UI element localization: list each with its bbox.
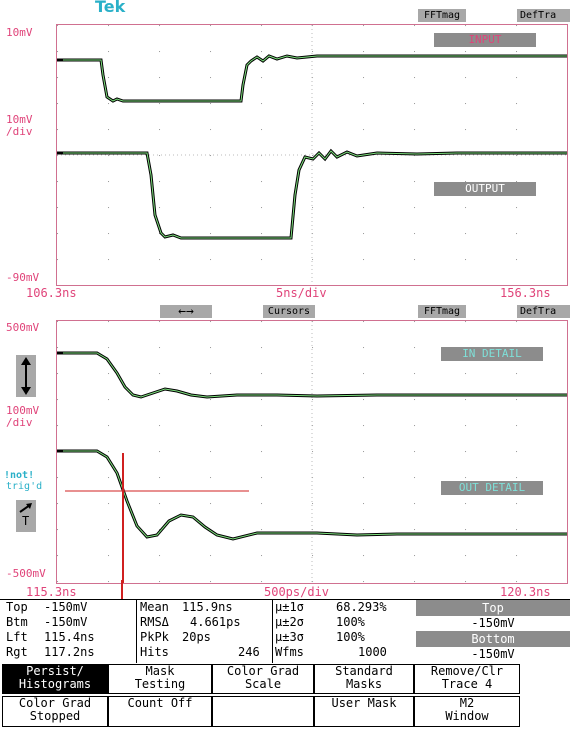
meas-rgt-key: Rgt (6, 645, 28, 659)
top-y-scale-label: 10mV (6, 113, 33, 126)
standard-masks-button[interactable]: Standard Masks (314, 664, 414, 694)
top-x-scale-label: 5ns/div (276, 286, 327, 300)
meas-wfms-key: Wfms (275, 645, 304, 659)
meas-top-val: -150mV (44, 600, 88, 614)
meas-hits-key: Hits (140, 645, 169, 659)
oscilloscope-display: Tek FFTmag DefTra 10mV 10mV /div -90mV (4, 0, 570, 600)
bottom-graticule (56, 320, 568, 584)
def-tra-label-bottom[interactable]: DefTra (517, 305, 570, 318)
meas-lft-key: Lft (6, 630, 28, 644)
user-mask-button[interactable]: User Mask (314, 696, 414, 727)
bottom-value: -150mV (416, 647, 570, 662)
top-value-header[interactable]: Top (416, 600, 570, 616)
bottom-y-scale-unit: /div (6, 416, 33, 429)
top-y-min-label: -90mV (6, 271, 40, 284)
top-waveform-plot (57, 25, 567, 285)
meas-rgt-val: 117.2ns (44, 645, 95, 659)
color-grad-stopped-button[interactable]: Color Grad Stopped (2, 696, 108, 727)
top-x-left-label: 106.3ns (26, 286, 77, 300)
fft-mag-label-top[interactable]: FFTmag (418, 9, 466, 22)
bottom-x-scale-label: 500ps/div (264, 585, 330, 599)
meas-lft-val: 115.4ns (44, 630, 95, 644)
top-graticule (56, 24, 568, 286)
def-tra-label-top[interactable]: DefTra (517, 9, 570, 22)
measurement-panel: Top -150mV Btm -150mV Lft 115.4ns Rgt 11… (0, 599, 570, 729)
top-y-max-label: 10mV (6, 26, 33, 39)
bottom-value-header[interactable]: Bottom (416, 631, 570, 647)
trigger-status-1: !not! (4, 470, 35, 481)
bottom-waveform-plot (57, 321, 567, 583)
top-y-scale-unit: /div (6, 125, 33, 138)
persist-histograms-button[interactable]: Persist/Histograms (2, 664, 108, 694)
meas-mean-key: Mean (140, 600, 169, 614)
bottom-y-min-label: -500mV (6, 567, 46, 580)
horizontal-cursor-arrows[interactable]: ←→ (160, 305, 212, 318)
meas-sigma2-key: μ±2σ (275, 615, 304, 629)
meas-sigma3-key: μ±3σ (275, 630, 304, 644)
m2-window-button[interactable]: M2 Window (414, 696, 520, 727)
brand-logo: Tek (95, 0, 126, 16)
cursors-label[interactable]: Cursors (263, 305, 315, 318)
bottom-x-right-label: 120.3ns (500, 585, 551, 599)
meas-pkpk-key: PkPk (140, 630, 169, 644)
meas-mean-val: 115.9ns (182, 600, 233, 614)
meas-sigma1-key: μ±1σ (275, 600, 304, 614)
trigger-status-2: trig'd (6, 481, 43, 492)
count-off-button[interactable]: Count Off (108, 696, 212, 727)
meas-sigma2-val: 100% (336, 615, 365, 629)
meas-btm-key: Btm (6, 615, 28, 629)
mask-testing-button[interactable]: Mask Testing (108, 664, 212, 694)
top-value: -150mV (416, 616, 570, 631)
red-cursor-extension (121, 580, 123, 600)
meas-pkpk-val: 20ps (182, 630, 211, 644)
meas-wfms-val: 1000 (358, 645, 387, 659)
trigger-level-icon[interactable]: T (16, 500, 36, 532)
in-detail-trace-label[interactable]: IN DETAIL (441, 347, 543, 361)
meas-top-key: Top (6, 600, 28, 614)
top-x-right-label: 156.3ns (500, 286, 551, 300)
fft-mag-label-bottom[interactable]: FFTmag (418, 305, 466, 318)
meas-sigma3-val: 100% (336, 630, 365, 644)
meas-sigma1-val: 68.293% (336, 600, 387, 614)
empty-softkey[interactable] (212, 696, 314, 727)
meas-btm-val: -150mV (44, 615, 88, 629)
output-trace-label[interactable]: OUTPUT (434, 182, 536, 196)
bottom-x-left-label: 115.3ns (26, 585, 77, 599)
bottom-y-scale-label: 100mV (6, 404, 40, 417)
trigger-T-label: T (22, 514, 30, 528)
vertical-cursor-arrows-icon[interactable] (16, 355, 36, 397)
bottom-y-max-label: 500mV (6, 321, 40, 334)
meas-rms-key: RMSΔ (140, 615, 169, 629)
input-trace-label[interactable]: INPUT (434, 33, 536, 47)
meas-hits-val: 246 (238, 645, 260, 659)
remove-clr-trace-button[interactable]: Remove/Clr Trace 4 (414, 664, 520, 694)
meas-rms-val: 4.661ps (190, 615, 241, 629)
color-grad-scale-button[interactable]: Color Grad Scale (212, 664, 314, 694)
out-detail-trace-label[interactable]: OUT DETAIL (441, 481, 543, 495)
